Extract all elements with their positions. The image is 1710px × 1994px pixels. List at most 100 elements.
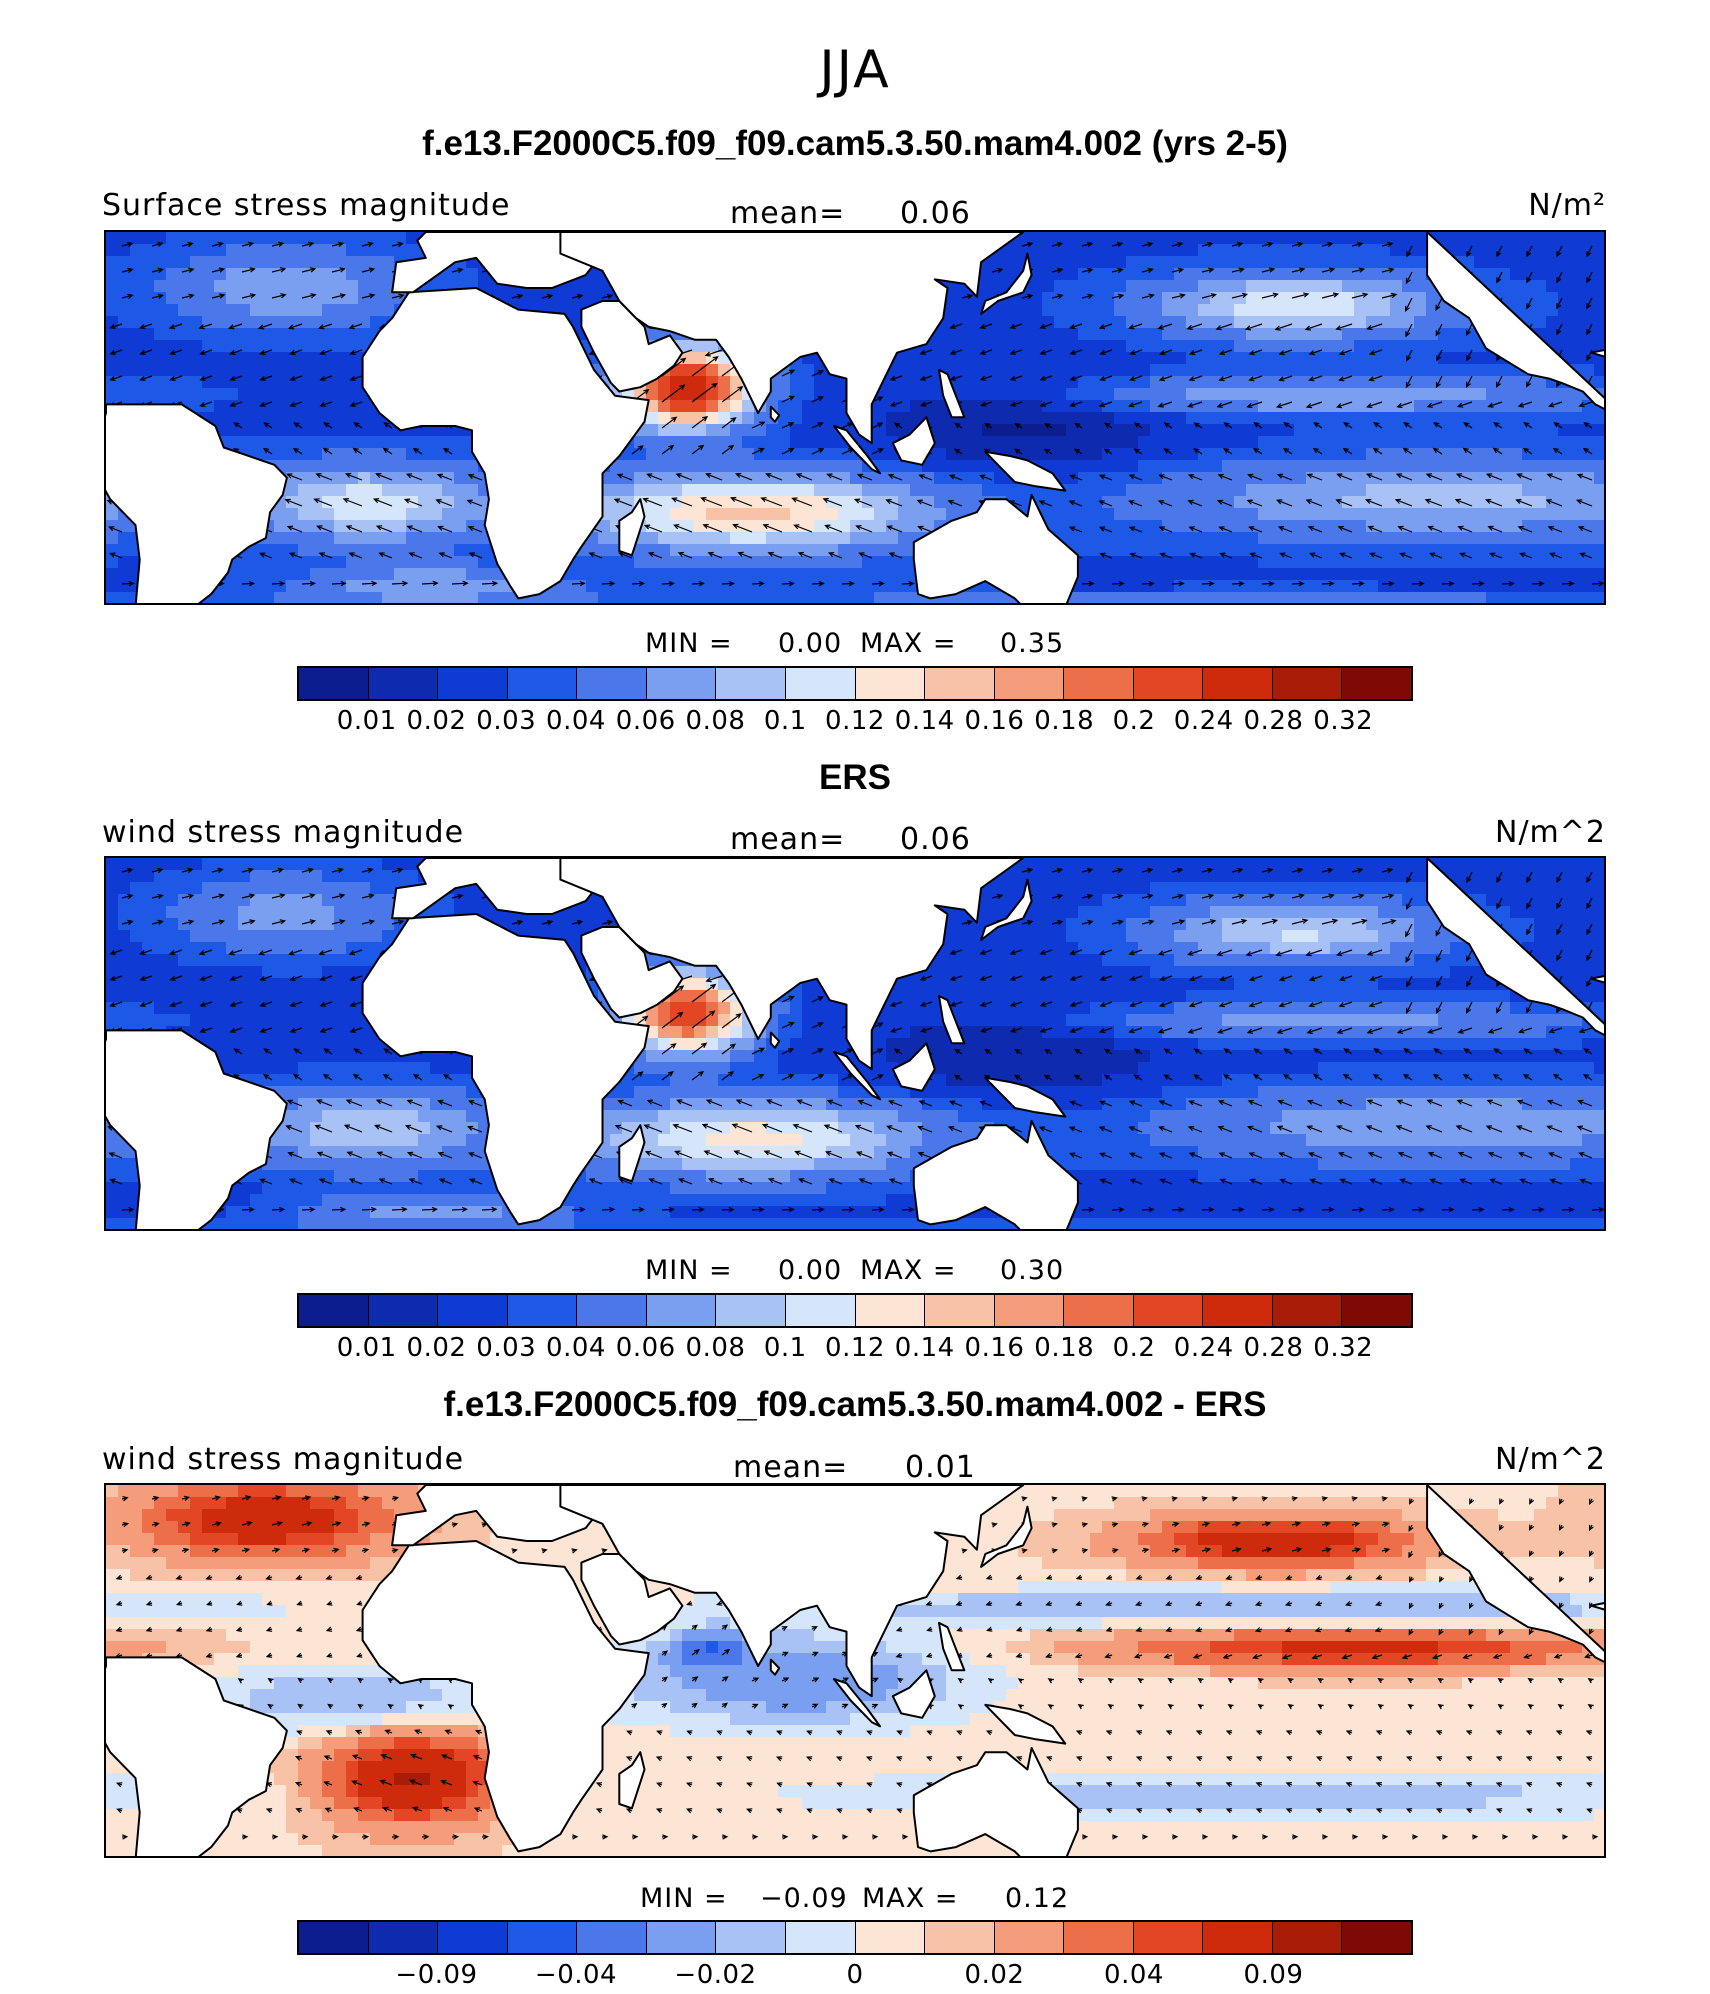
field-cell bbox=[1174, 544, 1187, 557]
field-cell bbox=[646, 436, 659, 449]
field-cell bbox=[1102, 328, 1115, 341]
field-cell bbox=[1174, 484, 1187, 497]
field-cell bbox=[1294, 604, 1307, 605]
field-cell bbox=[1138, 508, 1151, 521]
field-cell bbox=[298, 472, 311, 485]
field-cell bbox=[1102, 580, 1115, 593]
field-cell bbox=[250, 436, 263, 449]
field-cell bbox=[1330, 376, 1343, 389]
field-cell bbox=[1498, 496, 1511, 509]
field-cell bbox=[1138, 412, 1151, 425]
field-cell bbox=[202, 604, 215, 605]
field-cell bbox=[742, 580, 755, 593]
field-cell bbox=[1462, 232, 1475, 245]
field-cell bbox=[1486, 592, 1499, 605]
field-cell bbox=[118, 280, 131, 293]
field-cell bbox=[442, 484, 455, 497]
field-cell bbox=[1474, 232, 1487, 245]
field-cell bbox=[1042, 436, 1055, 449]
field-cell bbox=[106, 244, 119, 257]
field-cell bbox=[1006, 388, 1019, 401]
field-cell bbox=[1222, 568, 1235, 581]
field-cell bbox=[274, 508, 287, 521]
field-cell bbox=[1126, 556, 1139, 569]
field-cell bbox=[1174, 244, 1187, 257]
field-cell bbox=[1306, 568, 1319, 581]
field-cell bbox=[1234, 244, 1247, 257]
field-cell bbox=[466, 568, 479, 581]
field-cell bbox=[286, 328, 299, 341]
field-cell bbox=[1090, 472, 1103, 485]
field-cell bbox=[1198, 412, 1211, 425]
field-cell bbox=[1330, 232, 1343, 245]
field-cell bbox=[1150, 232, 1163, 245]
field-cell bbox=[1198, 316, 1211, 329]
field-cell bbox=[1546, 460, 1559, 473]
field-cell bbox=[826, 580, 839, 593]
field-cell bbox=[118, 304, 131, 317]
field-cell bbox=[1090, 436, 1103, 449]
field-cell bbox=[1042, 280, 1055, 293]
field-cell bbox=[118, 376, 131, 389]
field-cell bbox=[1138, 400, 1151, 413]
field-cell bbox=[1066, 232, 1079, 245]
field-cell bbox=[790, 508, 803, 521]
field-cell bbox=[1162, 364, 1175, 377]
field-cell bbox=[322, 364, 335, 377]
field-cell bbox=[1318, 364, 1331, 377]
field-cell bbox=[1150, 448, 1163, 461]
field-cell bbox=[1570, 544, 1583, 557]
field-cell bbox=[106, 280, 119, 293]
field-cell bbox=[1510, 460, 1523, 473]
field-cell bbox=[1198, 496, 1211, 509]
field-cell bbox=[478, 604, 491, 605]
field-cell bbox=[994, 352, 1007, 365]
field-cell bbox=[1498, 568, 1511, 581]
field-cell bbox=[838, 592, 851, 605]
field-cell bbox=[334, 376, 347, 389]
field-cell bbox=[1054, 388, 1067, 401]
field-cell bbox=[850, 484, 863, 497]
field-cell bbox=[1366, 580, 1379, 593]
field-cell bbox=[1534, 256, 1547, 269]
field-cell bbox=[202, 388, 215, 401]
field-cell bbox=[334, 568, 347, 581]
field-cell bbox=[1366, 556, 1379, 569]
field-cell bbox=[994, 592, 1007, 605]
field-cell bbox=[1054, 244, 1067, 257]
field-cell bbox=[1258, 508, 1271, 521]
field-cell bbox=[1090, 568, 1103, 581]
field-cell bbox=[994, 304, 1007, 317]
field-cell bbox=[1354, 424, 1367, 437]
field-cell bbox=[778, 448, 791, 461]
field-cell bbox=[982, 436, 995, 449]
field-cell bbox=[1282, 364, 1295, 377]
field-cell bbox=[214, 256, 227, 269]
field-cell bbox=[1462, 592, 1475, 605]
field-cell bbox=[562, 592, 575, 605]
field-cell bbox=[130, 316, 143, 329]
field-cell bbox=[1210, 232, 1223, 245]
field-cell bbox=[454, 556, 467, 569]
field-cell bbox=[250, 412, 263, 425]
field-cell bbox=[634, 472, 647, 485]
field-cell bbox=[586, 568, 599, 581]
field-cell bbox=[1042, 256, 1055, 269]
field-cell bbox=[1462, 508, 1475, 521]
field-cell bbox=[1018, 376, 1031, 389]
field-cell bbox=[1150, 424, 1163, 437]
field-cell bbox=[1522, 448, 1535, 461]
field-cell bbox=[934, 604, 947, 605]
field-cell bbox=[1150, 340, 1163, 353]
field-cell bbox=[1390, 388, 1403, 401]
field-cell bbox=[1030, 364, 1043, 377]
field-cell bbox=[574, 568, 587, 581]
field-cell bbox=[1342, 400, 1355, 413]
field-cell bbox=[1342, 436, 1355, 449]
field-cell bbox=[1558, 340, 1571, 353]
field-cell bbox=[1306, 256, 1319, 269]
field-cell bbox=[1402, 388, 1415, 401]
field-cell bbox=[178, 256, 191, 269]
field-cell bbox=[1414, 364, 1427, 377]
field-cell bbox=[1474, 388, 1487, 401]
